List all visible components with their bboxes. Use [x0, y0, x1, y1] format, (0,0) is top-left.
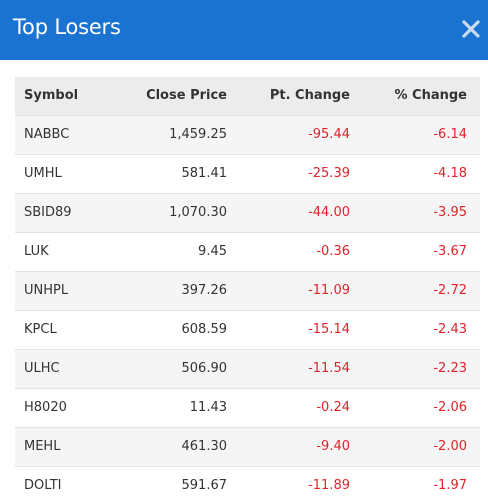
table-row[interactable]: MEHL 461.30 -9.40 -2.00 — [15, 427, 480, 466]
cell-pct-change: -2.43 — [433, 322, 467, 337]
table-row[interactable]: LUK 9.45 -0.36 -3.67 — [15, 232, 480, 271]
cell-pct-change: -2.72 — [433, 283, 467, 298]
table-row[interactable]: H8020 11.43 -0.24 -2.06 — [15, 388, 480, 427]
close-icon — [462, 20, 480, 38]
cell-close-price: 1,459.25 — [169, 127, 227, 142]
modal-header: Top Losers — [0, 0, 488, 60]
cell-symbol: MEHL — [24, 439, 61, 454]
cell-symbol: SBID89 — [24, 205, 72, 220]
cell-pt-change: -95.44 — [308, 127, 350, 142]
cell-pct-change: -6.14 — [433, 127, 467, 142]
cell-pt-change: -44.00 — [308, 205, 350, 220]
cell-close-price: 9.45 — [198, 244, 227, 259]
cell-close-price: 11.43 — [189, 400, 227, 415]
cell-pt-change: -11.54 — [308, 361, 350, 376]
cell-symbol: NABBC — [24, 127, 70, 142]
cell-close-price: 397.26 — [181, 283, 228, 298]
cell-pt-change: -9.40 — [316, 439, 350, 454]
column-header-pct-change[interactable]: % Change — [350, 77, 480, 115]
cell-symbol: KPCL — [24, 322, 57, 337]
cell-close-price: 608.59 — [181, 322, 228, 337]
cell-symbol: H8020 — [24, 400, 67, 415]
table-row[interactable]: NABBC 1,459.25 -95.44 -6.14 — [15, 115, 480, 154]
cell-pct-change: -3.67 — [433, 244, 467, 259]
top-losers-table-container: Symbol Close Price Pt. Change % Change N… — [15, 77, 480, 502]
cell-close-price: 591.67 — [181, 478, 228, 494]
modal-title: Top Losers — [13, 15, 121, 39]
column-header-pt-change[interactable]: Pt. Change — [227, 77, 350, 115]
cell-pt-change: -11.89 — [308, 478, 350, 494]
cell-close-price: 461.30 — [181, 439, 228, 454]
table-row[interactable]: UNHPL 397.26 -11.09 -2.72 — [15, 271, 480, 310]
table-row[interactable]: KPCL 608.59 -15.14 -2.43 — [15, 310, 480, 349]
cell-close-price: 506.90 — [181, 361, 228, 376]
cell-pt-change: -15.14 — [308, 322, 350, 337]
column-header-close-price[interactable]: Close Price — [115, 77, 227, 115]
cell-pct-change: -1.97 — [433, 478, 467, 494]
cell-symbol: DOLTI — [24, 478, 62, 494]
cell-pct-change: -2.06 — [433, 400, 467, 415]
cell-pt-change: -11.09 — [308, 283, 350, 298]
cell-close-price: 1,070.30 — [169, 205, 227, 220]
cell-pct-change: -3.95 — [433, 205, 467, 220]
cell-symbol: LUK — [24, 244, 49, 259]
table-row[interactable]: SBID89 1,070.30 -44.00 -3.95 — [15, 193, 480, 232]
cell-symbol: UMHL — [24, 166, 62, 181]
table-row[interactable]: DOLTI 591.67 -11.89 -1.97 — [15, 466, 480, 502]
cell-close-price: 581.41 — [181, 166, 228, 181]
cell-pt-change: -0.36 — [316, 244, 350, 259]
cell-pct-change: -2.23 — [433, 361, 467, 376]
column-header-symbol[interactable]: Symbol — [15, 77, 115, 115]
table-row[interactable]: UMHL 581.41 -25.39 -4.18 — [15, 154, 480, 193]
cell-symbol: UNHPL — [24, 283, 69, 298]
cell-pt-change: -25.39 — [308, 166, 350, 181]
table-body: NABBC 1,459.25 -95.44 -6.14 UMHL 581.41 -25.39… — [15, 115, 480, 502]
cell-pct-change: -4.18 — [433, 166, 467, 181]
cell-pct-change: -2.00 — [433, 439, 467, 454]
table-row[interactable]: ULHC 506.90 -11.54 -2.23 — [15, 349, 480, 388]
table-header-row: Symbol Close Price Pt. Change % Change — [15, 77, 480, 115]
top-losers-table: Symbol Close Price Pt. Change % Change N… — [15, 77, 480, 502]
cell-symbol: ULHC — [24, 361, 60, 376]
close-button[interactable] — [460, 18, 482, 40]
cell-pt-change: -0.24 — [316, 400, 350, 415]
